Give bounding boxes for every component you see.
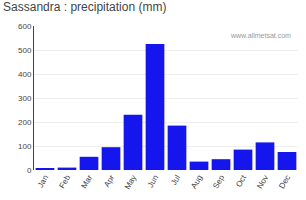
svg-text:400: 400 (18, 70, 32, 79)
svg-text:200: 200 (18, 118, 32, 127)
svg-text:300: 300 (18, 94, 32, 103)
svg-text:Jul: Jul (169, 173, 182, 187)
svg-text:Nov: Nov (255, 174, 270, 191)
svg-text:Sassandra : precipitation (mm): Sassandra : precipitation (mm) (3, 0, 166, 14)
svg-text:Mar: Mar (80, 173, 95, 190)
svg-text:Dec: Dec (277, 174, 292, 191)
svg-text:100: 100 (18, 142, 32, 151)
svg-text:Jun: Jun (146, 174, 160, 190)
svg-text:Apr: Apr (102, 173, 116, 189)
svg-text:600: 600 (18, 22, 32, 31)
svg-text:May: May (123, 174, 138, 192)
svg-text:Oct: Oct (234, 173, 248, 189)
svg-text:Sep: Sep (211, 173, 226, 190)
svg-text:www.allmetsat.com: www.allmetsat.com (230, 32, 291, 39)
svg-text:Feb: Feb (58, 173, 73, 190)
svg-text:Jan: Jan (36, 174, 50, 190)
svg-text:0: 0 (27, 166, 32, 175)
svg-text:Aug: Aug (189, 174, 204, 191)
svg-text:500: 500 (18, 46, 32, 55)
